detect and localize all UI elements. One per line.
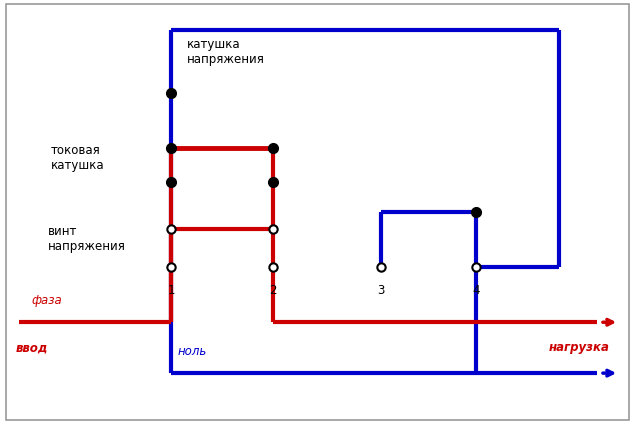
Text: фаза: фаза: [32, 294, 62, 307]
Text: нагрузка: нагрузка: [549, 341, 610, 354]
Text: ноль: ноль: [178, 345, 207, 358]
Text: токовая
катушка: токовая катушка: [51, 144, 104, 172]
Text: 1: 1: [168, 284, 175, 297]
Text: 4: 4: [472, 284, 480, 297]
Text: ввод: ввод: [16, 341, 48, 354]
Text: 2: 2: [269, 284, 277, 297]
Text: катушка
напряжения: катушка напряжения: [187, 38, 265, 66]
Text: 3: 3: [377, 284, 385, 297]
Text: винт
напряжения: винт напряжения: [48, 225, 126, 253]
